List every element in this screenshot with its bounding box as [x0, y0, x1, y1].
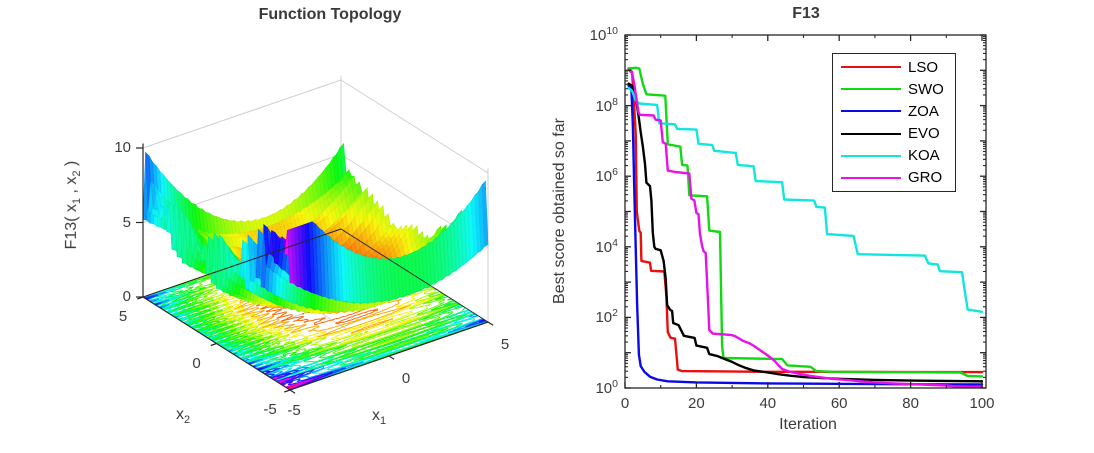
- left-x1-axis-label: x1: [372, 407, 387, 428]
- left-x1-tick-label: 5: [500, 336, 510, 353]
- legend-label: LSO: [908, 58, 939, 76]
- legend-entry-zoa: ZOA: [833, 101, 955, 122]
- right-x-tick-label: 0: [620, 395, 630, 412]
- legend-label: KOA: [908, 147, 940, 165]
- right-y-tick-label: 108: [595, 95, 618, 115]
- series-line-zoa: [627, 84, 984, 386]
- legend-line-sample: [841, 176, 901, 179]
- convergence-plot-canvas: [624, 34, 987, 389]
- left-z-axis-label: F13( x1 , x2 ): [62, 160, 84, 250]
- right-x-tick-label: 40: [759, 395, 777, 412]
- legend-label: ZOA: [908, 102, 939, 120]
- left-plot-title: Function Topology: [258, 6, 402, 23]
- legend-entry-swo: SWO: [833, 79, 955, 100]
- left-z-tick-label: 5: [122, 213, 131, 231]
- right-x-tick-label: 80: [902, 395, 919, 412]
- surface-3d-canvas: [0, 0, 540, 453]
- legend-box: LSO SWO ZOA EVO KOA GRO: [832, 53, 956, 192]
- legend-label: SWO: [908, 80, 944, 98]
- right-x-tick-label: 100: [969, 395, 995, 412]
- right-y-tick-label: 100: [595, 378, 618, 397]
- legend-entry-evo: EVO: [833, 123, 955, 144]
- right-plot-title: F13: [792, 5, 820, 22]
- left-x2-tick-label: 5: [118, 308, 128, 325]
- convergence-plot-panel: F13 Iteration Best score obtained so far…: [540, 0, 1094, 453]
- legend-line-sample: [841, 154, 901, 157]
- legend-line-sample: [841, 66, 901, 69]
- legend-line-sample: [841, 110, 901, 113]
- legend-label: EVO: [908, 125, 940, 143]
- series-line-lso: [627, 67, 984, 374]
- right-y-tick-label: 1010: [589, 25, 618, 44]
- series-line-swo: [627, 66, 984, 378]
- right-x-tick-label: 60: [830, 395, 848, 412]
- series-line-evo: [627, 82, 984, 383]
- left-x2-tick-label: 0: [192, 354, 201, 372]
- left-x2-axis-label: x2: [176, 406, 191, 427]
- right-x-axis-label: Iteration: [779, 416, 837, 433]
- left-x1-tick-label: 0: [401, 370, 411, 387]
- right-y-tick-label: 106: [595, 166, 618, 186]
- left-z-tick-label: 10: [114, 139, 131, 156]
- legend-label: GRO: [908, 169, 943, 187]
- legend-entry-koa: KOA: [833, 145, 955, 166]
- legend-line-sample: [841, 88, 901, 91]
- left-z-tick-label: 0: [122, 288, 131, 305]
- left-x1-tick-label: -5: [287, 402, 301, 419]
- left-x2-tick-label: -5: [263, 401, 277, 418]
- series-line-gro: [627, 68, 984, 389]
- legend-entry-lso: LSO: [833, 57, 955, 78]
- surface-plot-panel: Function Topology F13( x1 , x2 ) x1 x2 0…: [0, 0, 540, 453]
- legend-entry-gro: GRO: [833, 167, 955, 188]
- right-x-tick-label: 20: [688, 395, 705, 412]
- right-y-tick-label: 104: [595, 236, 618, 256]
- right-y-tick-label: 102: [595, 307, 618, 327]
- legend-line-sample: [841, 132, 901, 135]
